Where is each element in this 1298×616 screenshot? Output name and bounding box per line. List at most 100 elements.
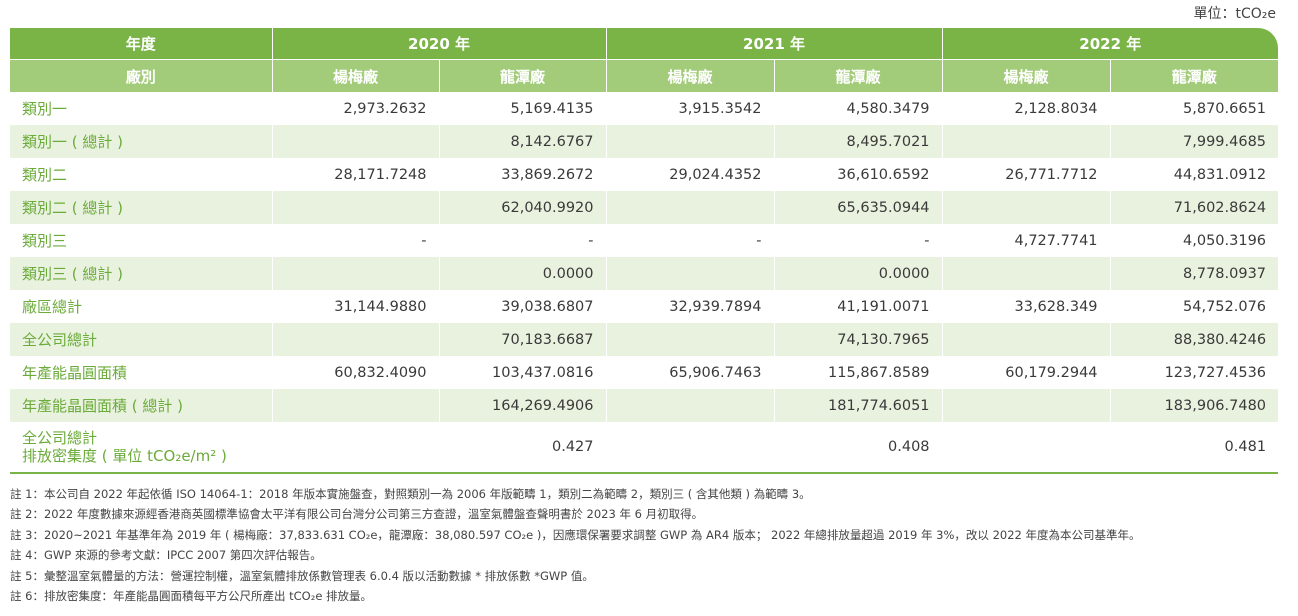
row-label: 類別二	[22, 166, 68, 184]
row-label: 全公司總計	[10, 323, 272, 356]
row-label: 年產能晶圓面積 ( 總計 )	[10, 389, 272, 422]
plant-header: 龍潭廠	[1109, 59, 1279, 92]
table-cell: 71,602.8624	[1109, 191, 1279, 224]
row-label: 年產能晶圓面積	[22, 364, 128, 382]
table-row: 類別二 28,171.7248 33,869.2672 29,024.4352 …	[10, 158, 1279, 191]
table-cell: -	[605, 224, 775, 257]
footnote: 註 5：彙整溫室氣體量的方法：營運控制權，溫室氣體排放係數管理表 6.0.4 版…	[10, 568, 594, 583]
table-cell: -	[271, 224, 439, 257]
table-cell: 4,580.3479	[773, 92, 943, 125]
table-cell	[271, 389, 439, 422]
table-cell: 2,128.8034	[941, 92, 1111, 125]
row-label-line: 排放密集度 ( 單位 tCO₂e/m² )	[22, 447, 227, 465]
table-row: 類別三 - - - - 4,727.7741 4,050.3196	[10, 224, 1279, 257]
table-cell: 62,040.9920	[438, 191, 607, 224]
table-cell: 4,050.3196	[1109, 224, 1279, 257]
table-cell	[605, 422, 775, 474]
table-cell: 44,831.0912	[1109, 158, 1279, 191]
table-cell	[941, 191, 1111, 224]
table-cell	[941, 257, 1111, 290]
table-cell: 0.408	[773, 422, 943, 474]
row-label: 類別二 ( 總計 )	[10, 191, 272, 224]
plant-header-row: 廠別 楊梅廠 龍潭廠 楊梅廠 龍潭廠 楊梅廠 龍潭廠	[10, 59, 1279, 92]
footnote: 註 1：本公司自 2022 年起依循 ISO 14064-1：2018 年版本實…	[10, 487, 811, 501]
year-header-label: 年度	[10, 28, 272, 60]
unit-label: 單位：tCO₂e	[1193, 6, 1276, 22]
table-cell: 181,774.6051	[773, 389, 943, 422]
table-cell: 70,183.6687	[438, 323, 607, 356]
row-label-line: 全公司總計	[22, 429, 98, 447]
table-row: 年產能晶圓面積 ( 總計 ) 164,269.4906 181,774.6051…	[10, 389, 1279, 422]
table-cell: 39,038.6807	[438, 290, 607, 323]
table-cell	[941, 323, 1111, 356]
table-cell: 164,269.4906	[438, 389, 607, 422]
table-cell: 103,437.0816	[438, 356, 607, 389]
table-cell: 88,380.4246	[1109, 323, 1279, 356]
table-cell: 28,171.7248	[271, 158, 439, 191]
table-cell	[271, 191, 439, 224]
row-label: 廠區總計	[22, 298, 83, 316]
table-cell: 3,915.3542	[605, 92, 775, 125]
table-cell: 7,999.4685	[1109, 125, 1279, 158]
table-cell: 0.481	[1109, 422, 1279, 474]
table-cell: 26,771.7712	[941, 158, 1111, 191]
table-cell: 123,727.4536	[1109, 356, 1279, 389]
emissions-table: 年度 2020 年 2021 年 2022 年 廠別 楊梅廠 龍潭廠 楊梅廠 龍…	[10, 28, 1279, 474]
table-row: 全公司總計 排放密集度 ( 單位 tCO₂e/m² ) 0.427 0.408 …	[10, 422, 1279, 474]
table-cell: 0.427	[438, 422, 607, 474]
footnotes: 註 1：本公司自 2022 年起依循 ISO 14064-1：2018 年版本實…	[10, 484, 1290, 606]
table-cell: 65,906.7463	[605, 356, 775, 389]
table-cell	[271, 125, 439, 158]
table-cell: 5,870.6651	[1109, 92, 1279, 125]
row-label: 類別三 ( 總計 )	[10, 257, 272, 290]
footnote: 註 2：2022 年度數據來源經香港商英國標準協會太平洋有限公司台灣分公司第三方…	[10, 507, 704, 522]
year-2021-header: 2021 年	[605, 28, 943, 60]
table-row: 類別一 2,973.2632 5,169.4135 3,915.3542 4,5…	[10, 92, 1279, 125]
year-header-row: 年度 2020 年 2021 年 2022 年	[10, 28, 1279, 60]
table-cell: 2,973.2632	[271, 92, 439, 125]
table-row: 類別一 ( 總計 ) 8,142.6767 8,495.7021 7,999.4…	[10, 125, 1279, 158]
table-cell: 183,906.7480	[1109, 389, 1279, 422]
table-cell	[271, 422, 439, 474]
table-cell	[941, 389, 1111, 422]
table-cell: 29,024.4352	[605, 158, 775, 191]
plant-header: 楊梅廠	[271, 59, 439, 92]
row-label: 類別三	[22, 232, 68, 250]
table-cell: 0.0000	[773, 257, 943, 290]
table-cell	[605, 389, 775, 422]
plant-header: 楊梅廠	[941, 59, 1111, 92]
table-cell: 33,869.2672	[438, 158, 607, 191]
table-cell	[271, 323, 439, 356]
table-cell: 54,752.076	[1109, 290, 1279, 323]
table-cell	[605, 191, 775, 224]
table-cell: 33,628.349	[941, 290, 1111, 323]
table-cell: 32,939.7894	[605, 290, 775, 323]
footnote: 註 3：2020~2021 年基準年為 2019 年 ( 楊梅廠：37,833.…	[10, 527, 1141, 542]
footnote: 註 4：GWP 來源的參考文獻：IPCC 2007 第四次評估報告。	[10, 548, 322, 563]
table-cell: 31,144.9880	[271, 290, 439, 323]
table-row: 年產能晶圓面積 60,832.4090 103,437.0816 65,906.…	[10, 356, 1279, 389]
table-cell: 60,179.2944	[941, 356, 1111, 389]
plant-header: 楊梅廠	[605, 59, 775, 92]
year-2020-header: 2020 年	[271, 28, 607, 60]
table-cell	[941, 125, 1111, 158]
table-cell	[605, 323, 775, 356]
table-row: 類別二 ( 總計 ) 62,040.9920 65,635.0944 71,60…	[10, 191, 1279, 224]
plant-header: 龍潭廠	[773, 59, 943, 92]
table-cell: -	[438, 224, 607, 257]
plant-header: 龍潭廠	[438, 59, 607, 92]
table-row: 全公司總計 70,183.6687 74,130.7965 88,380.424…	[10, 323, 1279, 356]
table-cell: 65,635.0944	[773, 191, 943, 224]
table-cell: 5,169.4135	[438, 92, 607, 125]
row-label: 全公司總計 排放密集度 ( 單位 tCO₂e/m² )	[10, 422, 272, 474]
table-cell: 41,191.0071	[773, 290, 943, 323]
table-cell: 115,867.8589	[773, 356, 943, 389]
table-cell: 60,832.4090	[271, 356, 439, 389]
table-cell: 8,142.6767	[438, 125, 607, 158]
table-row: 廠區總計 31,144.9880 39,038.6807 32,939.7894…	[10, 290, 1279, 323]
table-row: 類別三 ( 總計 ) 0.0000 0.0000 8,778.0937	[10, 257, 1279, 290]
footnote: 註 6：排放密集度：年產能晶圓面積每平方公尺所產出 tCO₂e 排放量。	[10, 589, 373, 604]
table-cell	[271, 257, 439, 290]
row-label: 類別一 ( 總計 )	[10, 125, 272, 158]
plant-header-label: 廠別	[10, 59, 272, 92]
